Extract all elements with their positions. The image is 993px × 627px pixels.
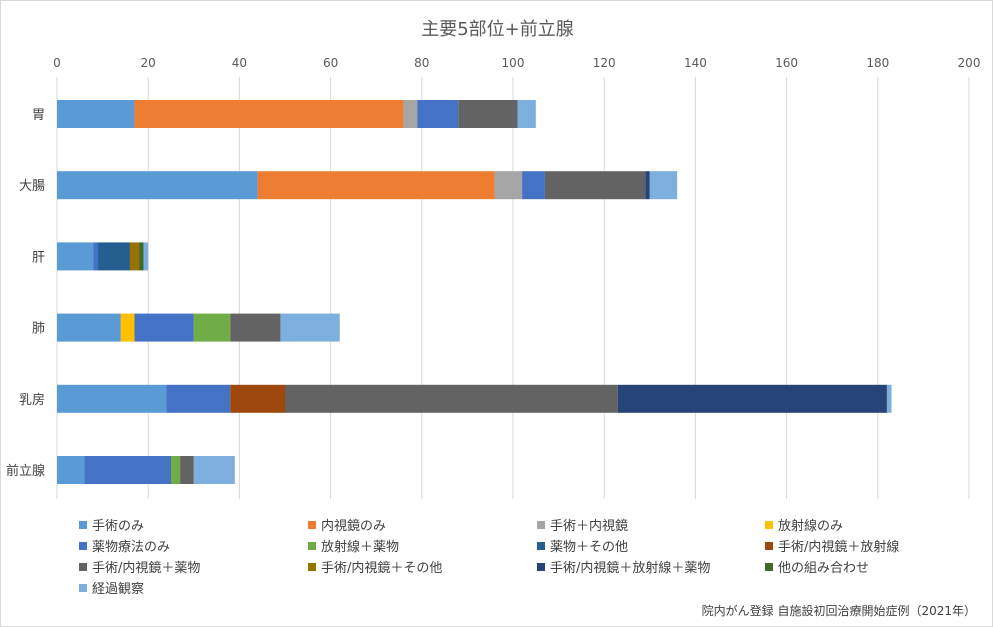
bar-3-5 [193,313,231,342]
legend-label-11: 他の組み合わせ [778,561,870,576]
legend-label-7: 手術/内視鏡＋放射線 [778,540,900,555]
legend-swatch-12 [79,583,87,592]
x-tick-label-4: 80 [414,56,429,70]
legend-label-4: 薬物療法のみ [92,540,171,555]
bar-4-8 [285,384,618,413]
bar-0-2 [403,100,418,128]
legend-swatch-10 [537,562,545,571]
legend-swatch-9 [308,562,316,571]
bar-5-8 [180,456,194,484]
bar-0-12 [517,100,536,128]
legend-item-0: 手術のみ [79,515,144,534]
legend-label-2: 手術＋内視鏡 [550,519,629,534]
legend-swatch-11 [765,562,773,571]
category-label-2: 肝 [32,250,45,265]
bar-1-4 [522,171,545,200]
x-tick-label-2: 40 [232,56,247,70]
category-label-3: 肺 [32,322,45,337]
x-tick-label-1: 20 [141,56,156,70]
category-label-5: 前立腺 [6,463,45,479]
bar-3-8 [230,313,281,342]
bar-0-1 [134,100,404,128]
source-note: 院内がん登録 自施設初回治療開始症例（2021年） [701,604,976,618]
x-tick-label-0: 0 [53,56,61,70]
bar-2-9 [129,242,140,271]
legend-item-6: 薬物＋その他 [537,536,628,555]
x-tick-label-10: 200 [958,56,981,70]
legend-label-3: 放射線のみ [778,519,844,534]
bar-3-3 [120,313,135,342]
legend-item-8: 手術/内視鏡＋薬物 [79,557,200,576]
bar-5-5 [171,456,181,484]
legend-label-5: 放射線＋薬物 [321,540,400,555]
bar-0-4 [417,100,459,128]
legend-label-1: 内視鏡のみ [321,519,387,534]
legend-item-2: 手術＋内視鏡 [537,515,628,534]
legend-label-12: 経過観察 [92,582,145,597]
legend-swatch-1 [308,520,316,529]
bar-1-12 [649,171,678,200]
bar-5-0 [57,456,85,484]
legend-swatch-4 [79,541,87,550]
bar-0-0 [57,100,135,128]
legend-item-12: 経過観察 [79,578,144,597]
bar-2-6 [98,242,130,271]
legend-swatch-3 [765,520,773,529]
legend-label-0: 手術のみ [92,519,145,534]
x-tick-label-3: 60 [323,56,338,70]
legend-item-10: 手術/内視鏡＋放射線＋薬物 [537,557,710,576]
bar-2-11 [139,242,144,271]
legend-label-8: 手術/内視鏡＋薬物 [92,561,201,576]
bar-4-7 [230,384,285,413]
legend-swatch-0 [79,520,87,529]
legend-swatch-8 [79,562,87,571]
bar-0-8 [458,100,518,128]
x-tick-label-6: 120 [593,56,616,70]
legend-item-3: 放射線のみ [765,515,843,534]
x-tick-label-7: 140 [684,56,707,70]
legend-label-10: 手術/内視鏡＋放射線＋薬物 [550,561,711,576]
legend-label-9: 手術/内視鏡＋その他 [321,561,443,576]
bar-1-0 [57,171,258,200]
bar-2-4 [93,242,99,271]
bar-4-0 [57,384,167,413]
bar-4-4 [166,384,231,413]
bar-5-12 [193,456,235,484]
bar-1-10 [645,171,650,200]
x-tick-label-8: 160 [775,56,798,70]
legend-swatch-5 [308,541,316,550]
legend-item-9: 手術/内視鏡＋その他 [308,557,442,576]
bar-1-1 [257,171,495,200]
bar-3-0 [57,313,121,342]
legend-item-5: 放射線＋薬物 [308,536,399,555]
legend-label-6: 薬物＋その他 [550,540,629,555]
bar-3-4 [134,313,194,342]
bar-4-10 [617,384,887,413]
bar-5-4 [84,456,171,484]
legend-item-7: 手術/内視鏡＋放射線 [765,536,899,555]
legend-swatch-6 [537,541,545,550]
category-label-0: 胃 [32,108,45,123]
chart-title: 主要5部位+前立腺 [421,19,574,40]
legend-item-4: 薬物療法のみ [79,536,170,555]
bar-1-8 [544,171,646,200]
legend-item-11: 他の組み合わせ [765,557,869,576]
bar-1-2 [494,171,523,200]
bar-3-12 [280,313,340,342]
legend-item-1: 内視鏡のみ [308,515,386,534]
x-tick-label-5: 100 [502,56,525,70]
category-label-4: 乳房 [19,392,45,408]
x-tick-label-9: 180 [866,56,889,70]
legend-swatch-2 [537,520,545,529]
bar-2-0 [57,242,94,271]
category-label-1: 大腸 [19,179,45,194]
legend-swatch-7 [765,541,773,550]
bar-4-12 [886,384,892,413]
bar-2-12 [143,242,149,271]
